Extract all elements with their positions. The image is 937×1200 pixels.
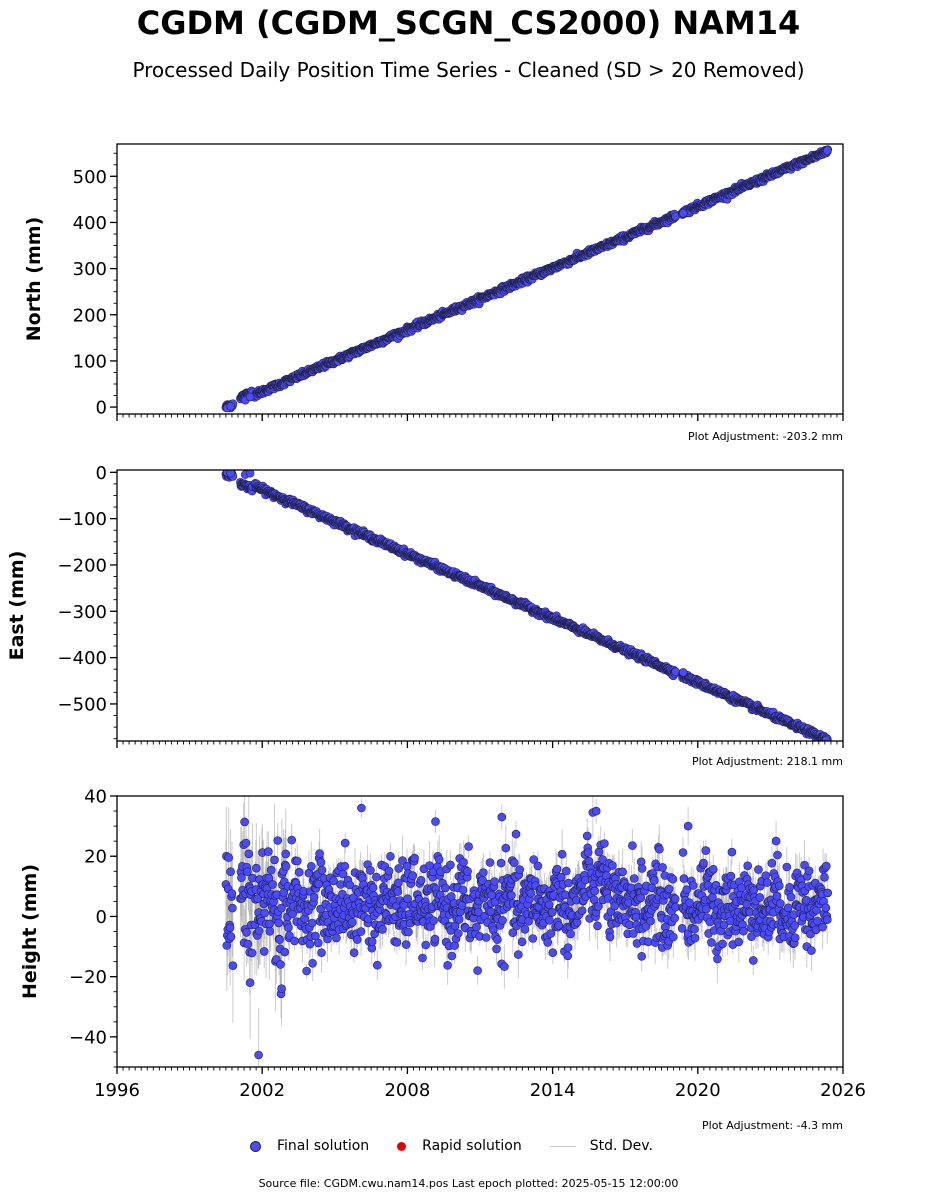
chart-subtitle: Processed Daily Position Time Series - C…	[132, 58, 805, 82]
plot-area-east	[221, 470, 832, 741]
data-point	[822, 146, 832, 155]
plot-area-north	[221, 145, 833, 413]
data-point	[226, 401, 235, 411]
y-tick-label: 200	[73, 305, 107, 326]
series-final-east	[221, 470, 832, 741]
y-ticks-north: 0 100 200 300 400 500	[73, 152, 117, 419]
y-tick-label: 100	[73, 351, 107, 372]
data-point	[678, 208, 688, 218]
x-ticks-north	[116, 414, 844, 421]
y-axis-label-north: North (mm)	[23, 217, 45, 342]
data-point	[245, 392, 255, 402]
y-tick-label: 0	[96, 398, 107, 419]
plot-adjustment-north: Plot Adjustment: -203.2 mm	[688, 430, 843, 443]
y-tick-label: 500	[73, 167, 107, 188]
series-final-north	[221, 145, 833, 413]
panel-north: 0 100 200 300 400 500 North (mm) Plot Adjustmen…	[23, 143, 844, 443]
y-tick-label: 300	[73, 259, 107, 280]
chart-title: CGDM (CGDM_SCGN_CS2000) NAM14	[136, 4, 801, 42]
y-tick-label: 400	[73, 213, 107, 234]
